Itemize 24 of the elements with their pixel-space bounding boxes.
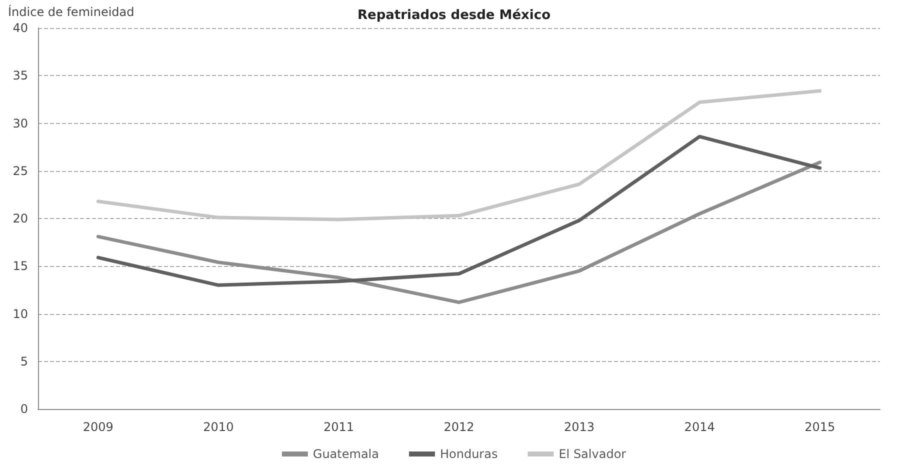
y-axis-title: Índice de femineidad [8,4,134,19]
x-tick-label: 2010 [203,420,234,434]
legend-label: Honduras [440,447,498,461]
x-tick-label: 2013 [564,420,595,434]
y-tick-label: 40 [12,21,28,35]
y-tick-label: 10 [12,306,28,321]
y-tick-label: 5 [20,354,28,368]
y-tick-label: 25 [12,164,28,178]
y-tick-label: 0 [20,402,28,416]
line-series [96,134,822,287]
y-tick-label: 20 [12,212,28,226]
line-series [96,89,822,222]
x-tick-label: 2011 [323,420,354,434]
x-tick-label: 2012 [444,420,474,434]
y-tick-label: 30 [12,116,28,130]
y-tick-label: 15 [12,259,28,274]
legend-label: El Salvador [558,447,626,461]
x-tick-label: 2014 [684,420,715,434]
chart-title: Repatriados desde México [357,8,551,23]
line-series [96,160,822,304]
y-tick-label: 35 [12,68,28,83]
x-tick-label: 2015 [804,420,836,434]
x-tick-label: 2009 [82,420,114,434]
legend-label: Guatemala [312,447,379,461]
